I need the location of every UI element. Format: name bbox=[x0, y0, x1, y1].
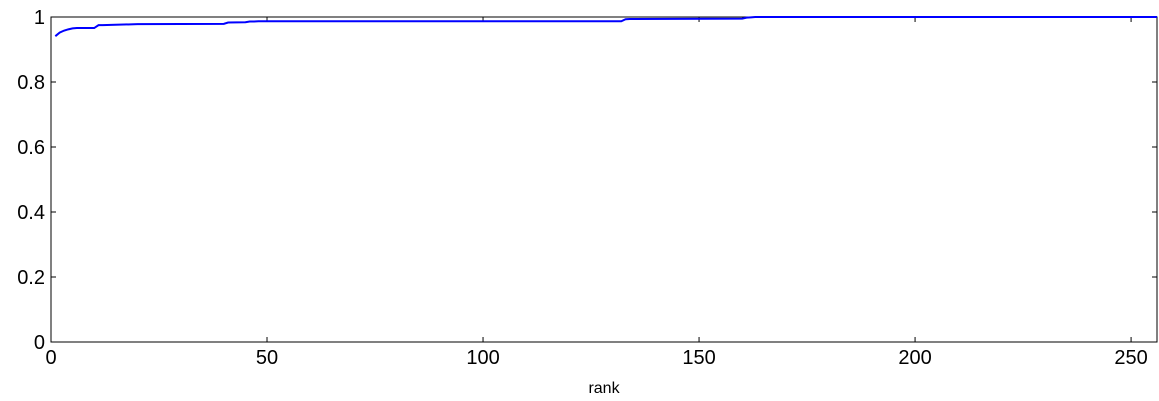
x-tick-label: 50 bbox=[256, 347, 278, 369]
x-axis-label: rank bbox=[588, 380, 620, 397]
plot-area bbox=[50, 16, 1158, 343]
x-tick-label: 250 bbox=[1114, 347, 1147, 369]
x-tick-label: 100 bbox=[466, 347, 499, 369]
x-tick-label: 150 bbox=[682, 347, 715, 369]
y-tick-label: 0.4 bbox=[17, 202, 45, 224]
series-line bbox=[54, 16, 1157, 37]
y-tick-label: 0.8 bbox=[17, 72, 45, 94]
x-tick-label: 200 bbox=[898, 347, 931, 369]
x-tick-label: 0 bbox=[45, 347, 56, 369]
y-tick-label: 0.6 bbox=[17, 137, 45, 159]
y-tick-label: 0.2 bbox=[17, 267, 45, 289]
y-tick-label: 0 bbox=[34, 332, 45, 354]
axis-tick-labels: 0 50 100 150 200 250 0 0.2 0.4 0.6 0.8 1 bbox=[17, 7, 1148, 369]
y-tick-label: 1 bbox=[34, 7, 45, 29]
